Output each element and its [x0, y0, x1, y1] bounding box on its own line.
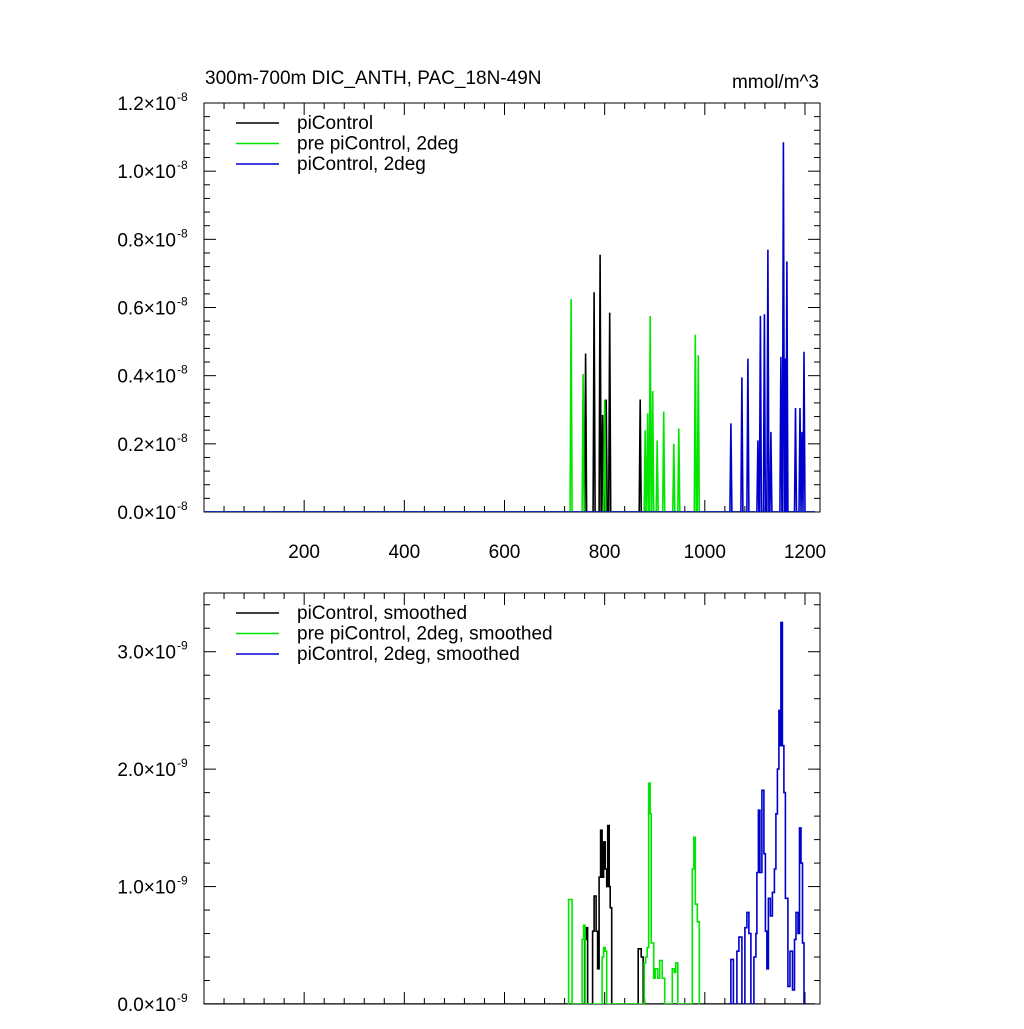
y-tick-label: 1.2×10: [117, 94, 176, 115]
y-tick-label: 0.4×10: [117, 367, 176, 388]
legend-label: pre piControl, 2deg: [297, 134, 459, 155]
series-line-pre-picontrol-2deg-smoothed: [567, 782, 701, 1004]
series-line-picontrol: [204, 254, 815, 512]
y-tick-label: 2.0×10: [117, 760, 176, 781]
y-tick-label: 1.0×10: [117, 162, 176, 183]
y-tick-exponent: -8: [177, 226, 188, 240]
y-tick-exponent: -8: [177, 90, 188, 104]
y-tick-exponent: -8: [177, 158, 188, 172]
series-line-pre-picontrol-2deg: [204, 298, 815, 512]
y-tick-exponent: -8: [177, 431, 188, 445]
chart-panel-2: 0.0×10 -91.0×10 -92.0×10 -93.0×10 -9piContro…: [117, 592, 821, 1016]
x-tick-label: 200: [288, 542, 320, 563]
y-tick-exponent: -8: [177, 295, 188, 309]
y-tick-label: 0.0×10: [117, 503, 176, 524]
x-tick-label: 1000: [684, 542, 726, 563]
y-tick-exponent: -8: [177, 499, 188, 513]
x-tick-label: 1200: [784, 542, 826, 563]
y-tick-label: 0.2×10: [117, 435, 176, 456]
y-tick-label: 0.8×10: [117, 230, 176, 251]
legend-label: piControl, 2deg, smoothed: [297, 644, 520, 665]
series-line-picontrol-smoothed: [204, 824, 815, 1004]
y-tick-exponent: -9: [177, 756, 188, 770]
chart-title: 300m-700m DIC_ANTH, PAC_18N-49N: [205, 68, 542, 89]
y-tick-label: 0.0×10: [117, 995, 176, 1016]
x-tick-label: 800: [589, 542, 621, 563]
legend-label: pre piControl, 2deg, smoothed: [297, 624, 553, 645]
legend-label: piControl, smoothed: [297, 603, 467, 624]
y-tick-label: 1.0×10: [117, 878, 176, 899]
units-label: mmol/m^3: [732, 72, 819, 93]
y-tick-exponent: -8: [177, 363, 188, 377]
y-tick-exponent: -9: [177, 991, 188, 1005]
x-tick-label: 400: [388, 542, 420, 563]
y-tick-exponent: -9: [177, 639, 188, 653]
y-tick-label: 3.0×10: [117, 643, 176, 664]
y-tick-label: 0.6×10: [117, 299, 176, 320]
x-tick-label: 600: [489, 542, 521, 563]
series-line-picontrol-2deg-smoothed: [727, 621, 805, 1004]
series-line-picontrol-2deg: [204, 142, 815, 512]
legend-label: piControl: [297, 113, 373, 134]
legend-label: piControl, 2deg: [297, 154, 426, 175]
y-tick-exponent: -9: [177, 874, 188, 888]
